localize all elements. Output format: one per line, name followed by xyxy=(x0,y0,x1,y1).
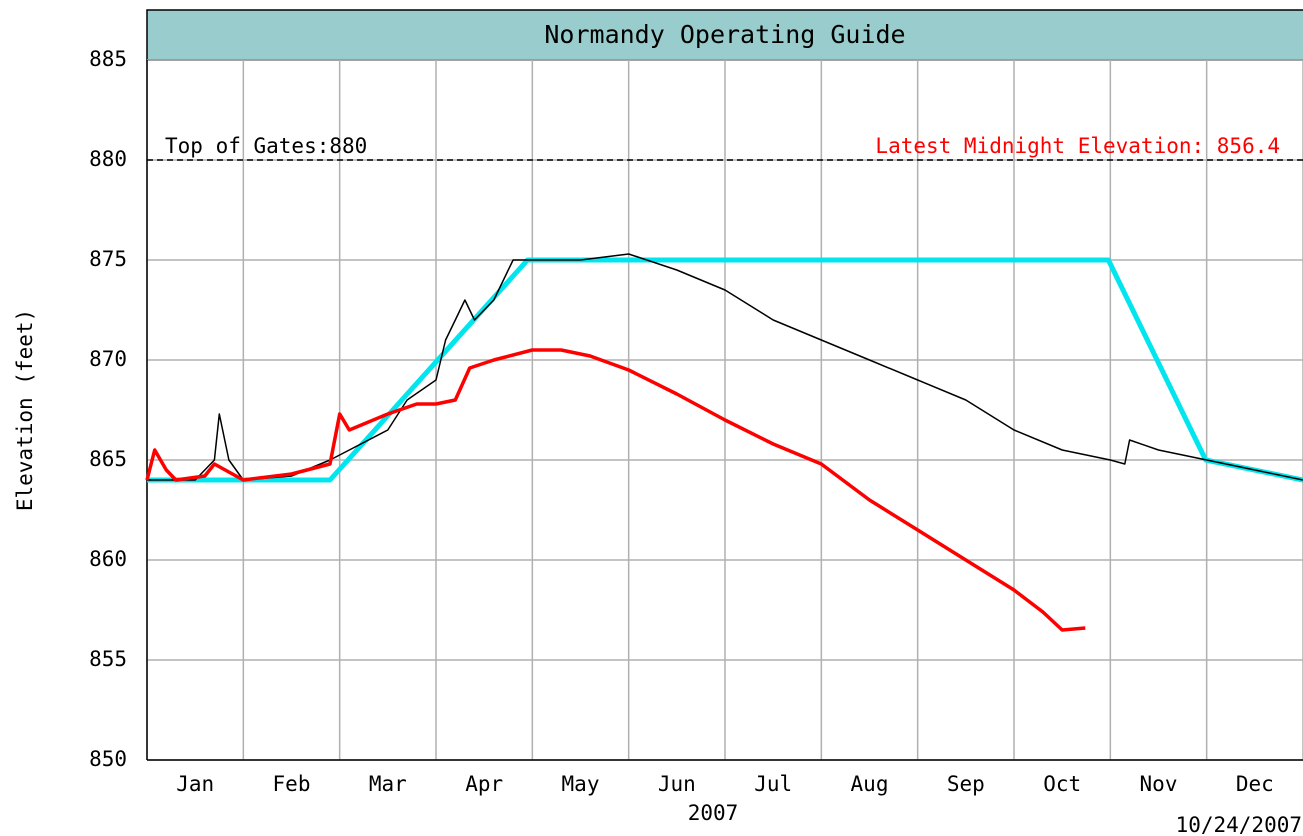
y-axis-label: Elevation (feet) xyxy=(13,309,37,511)
x-tick-label: Jan xyxy=(176,772,214,796)
date-label: 10/24/2007 xyxy=(1176,813,1302,836)
x-tick-label: Nov xyxy=(1140,772,1178,796)
reference-label: Top of Gates:880 xyxy=(165,134,367,158)
y-tick-label: 875 xyxy=(89,247,127,271)
x-tick-label: Jun xyxy=(658,772,696,796)
y-tick-label: 880 xyxy=(89,147,127,171)
title-bar xyxy=(146,9,1303,61)
chart-title: Normandy Operating Guide xyxy=(544,20,905,49)
y-tick-label: 850 xyxy=(89,747,127,771)
y-tick-label: 885 xyxy=(89,47,127,71)
y-tick-label: 870 xyxy=(89,347,127,371)
x-tick-label: Apr xyxy=(465,772,503,796)
x-tick-label: Feb xyxy=(273,772,311,796)
x-tick-label: May xyxy=(562,772,600,796)
y-tick-label: 860 xyxy=(89,547,127,571)
x-tick-label: Jul xyxy=(754,772,792,796)
x-tick-label: Aug xyxy=(851,772,889,796)
annotation: Latest Midnight Elevation: 856.4 xyxy=(875,134,1280,158)
x-tick-label: Oct xyxy=(1043,772,1081,796)
x-tick-label: Dec xyxy=(1236,772,1274,796)
y-tick-label: 855 xyxy=(89,647,127,671)
series-line xyxy=(145,348,1086,632)
x-axis-label: 2007 xyxy=(688,801,739,825)
x-tick-label: Sep xyxy=(947,772,985,796)
y-tick-label: 865 xyxy=(89,447,127,471)
series-line xyxy=(147,253,1303,481)
x-tick-label: Mar xyxy=(369,772,407,796)
